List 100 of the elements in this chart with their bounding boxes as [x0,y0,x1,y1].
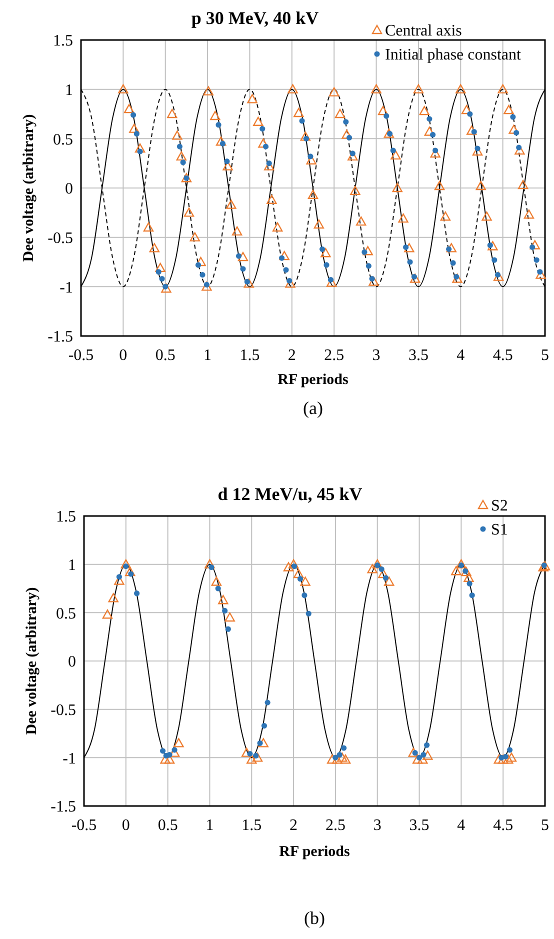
point [510,114,516,120]
y-axis-title: Dee voltage (arbitrary) [24,587,40,735]
point [540,561,550,570]
point [367,564,378,574]
point [176,144,183,150]
point [166,752,172,758]
point [450,260,456,266]
x-tick-label: 2 [288,347,296,364]
point [224,612,235,622]
y-tick-label: -1.5 [50,798,76,816]
point [204,559,215,568]
point [246,754,257,764]
point [403,244,409,250]
point [324,262,330,268]
point [156,269,162,275]
chart-title: p 30 MeV, 40 kV [191,8,319,28]
y-tick-label: 0.5 [53,131,73,148]
point [134,590,140,596]
x-tick-label: 0 [119,347,128,364]
point [236,253,242,259]
point [266,160,272,166]
point [257,740,263,746]
point [261,722,268,729]
legend-label: Initial phase constant [385,46,522,64]
point [283,562,294,572]
point [283,267,289,273]
x-tick-label: 2.5 [325,817,346,834]
x-tick-label: 4 [457,817,466,834]
point [494,754,504,764]
point [464,572,474,582]
point [216,122,222,128]
x-tick-label: 2 [290,817,298,834]
x-tick-label: 5 [541,347,549,364]
point [225,626,231,632]
y-tick-label: 1 [68,556,76,574]
point [102,610,113,619]
point [137,148,143,154]
x-axis-title: RF periods [279,844,350,860]
point [506,747,513,753]
x-tick-label: 1.5 [242,817,262,834]
point [390,148,396,154]
point [218,595,228,604]
point [420,752,426,758]
point [319,246,326,252]
point [366,263,372,269]
point [534,257,540,263]
x-tick-label: 3.5 [409,817,430,834]
point [125,566,136,576]
legend-label: S1 [491,522,508,539]
point [215,586,221,592]
y-tick-label: 0 [68,654,76,671]
point [337,752,348,762]
x-tick-label: 4.5 [492,347,513,364]
point [384,576,394,586]
point [308,154,314,160]
point [297,576,304,582]
chart-title: d 12 MeV/u, 45 kV [218,484,362,504]
point [430,132,436,138]
point [456,559,466,568]
point [174,738,184,748]
point [426,116,432,122]
point [130,112,136,118]
point [288,559,299,568]
x-axis-title: RF periods [278,372,349,388]
x-tick-label: 2.5 [324,347,344,364]
point [258,738,268,748]
point [492,257,498,263]
y-tick-label: 1.5 [53,32,73,50]
point [451,566,462,576]
x-tick-label: 3.5 [408,347,428,364]
point [247,751,253,757]
point [412,754,423,764]
legend-label: Central axis [385,22,462,40]
y-tick-label: 0.5 [56,605,76,622]
point [467,111,473,117]
text: (a) [303,398,323,418]
point [134,130,140,137]
y-axis-title: Dee voltage (arbitrary) [21,114,37,262]
point [424,742,430,748]
point [208,564,214,570]
x-tick-label: 0 [122,817,130,834]
point [343,119,349,125]
point [378,566,384,572]
point [108,593,118,602]
text: (b) [304,908,325,928]
point [461,566,472,576]
x-tick-label: 0.5 [158,817,178,834]
point [252,752,263,762]
point [514,130,520,136]
point [224,158,230,164]
point [362,249,368,255]
point [408,748,419,757]
point [116,574,122,580]
point [159,276,165,282]
point [160,748,166,754]
x-tick-label: 4 [456,347,465,364]
point [211,576,222,586]
point [503,754,514,764]
point [340,754,351,764]
point [299,118,305,124]
